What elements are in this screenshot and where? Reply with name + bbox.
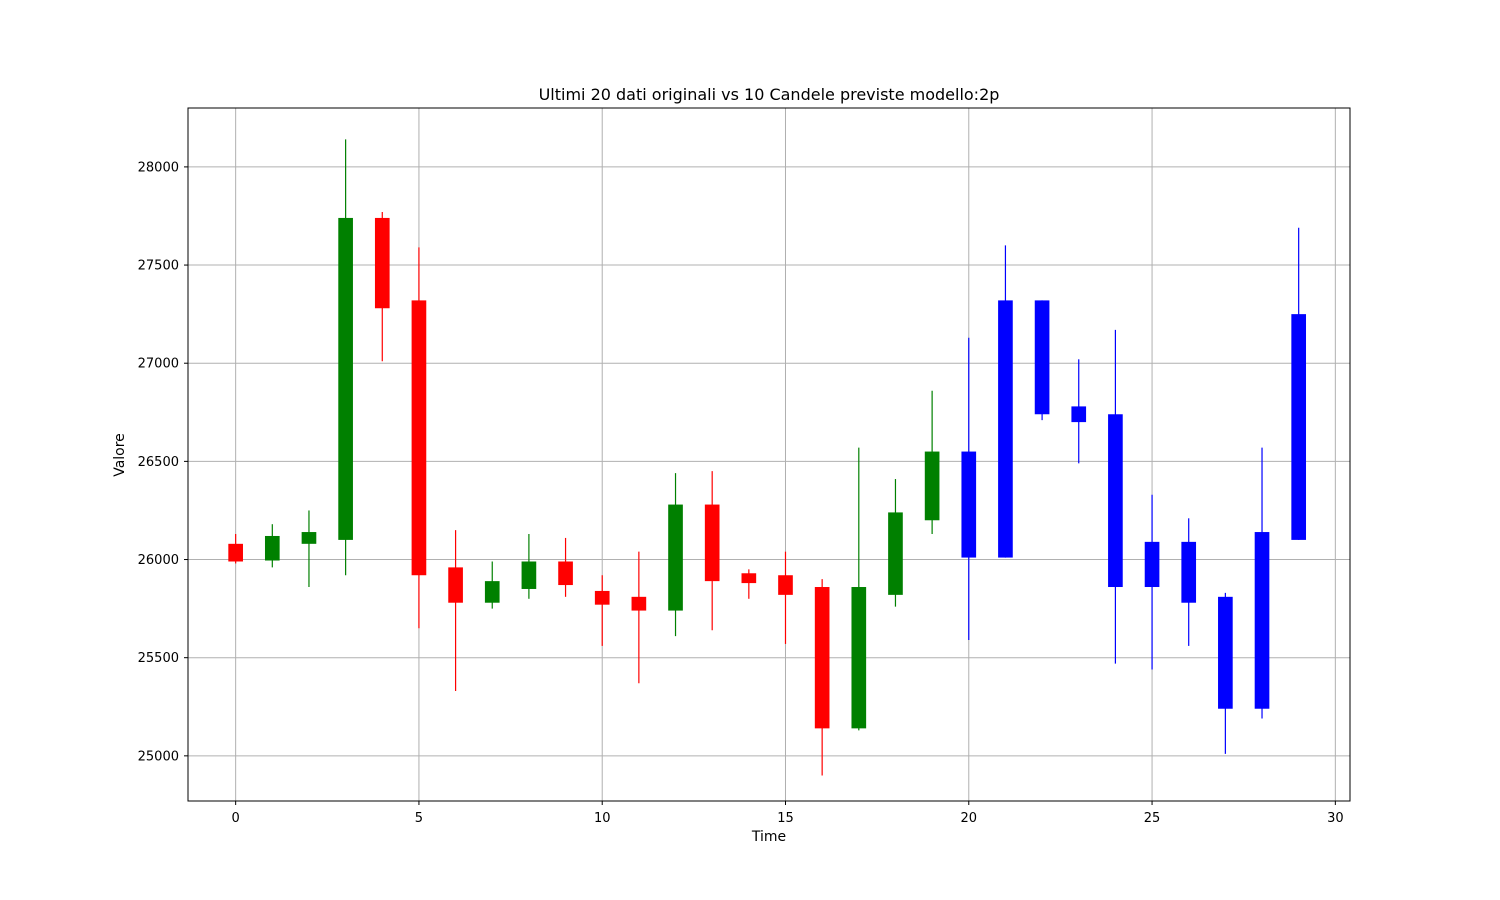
- forecast-candle: [961, 337, 977, 641]
- chart-title: Ultimi 20 dati originali vs 10 Candele p…: [539, 85, 1000, 104]
- x-tick-label: 15: [777, 811, 794, 826]
- y-tick-label: 26500: [138, 455, 179, 470]
- candle-body: [1291, 314, 1307, 540]
- candle-body: [704, 504, 720, 582]
- forecast-candle: [1108, 329, 1123, 664]
- candle-body: [1071, 406, 1087, 423]
- candles: [228, 139, 1307, 776]
- plot-frame: [187, 107, 1351, 802]
- y-tick-label: 27500: [138, 259, 179, 274]
- candle-body: [448, 567, 463, 603]
- candle-body: [741, 573, 757, 584]
- y-tick-label: 25500: [138, 651, 179, 666]
- original-candle: [301, 510, 317, 588]
- original-candle: [631, 551, 647, 684]
- original-candle: [888, 479, 903, 607]
- candle-body: [228, 543, 243, 562]
- candle-body: [264, 535, 280, 561]
- original-candle: [374, 212, 390, 362]
- candle-body: [961, 451, 977, 558]
- x-tick-label: 20: [961, 811, 978, 826]
- original-candle: [814, 579, 830, 776]
- candle-body: [1254, 532, 1270, 709]
- candle-body: [851, 587, 867, 729]
- candle-body: [558, 561, 573, 586]
- candle-body: [301, 532, 317, 544]
- original-candle: [851, 447, 867, 731]
- x-tick-label: 10: [594, 811, 611, 826]
- candle-body: [998, 300, 1013, 558]
- candle-body: [1108, 414, 1123, 588]
- y-tick-label: 27000: [138, 357, 179, 372]
- candle-body: [631, 596, 647, 611]
- candle-body: [594, 590, 610, 605]
- candle-body: [1034, 300, 1050, 415]
- original-candle: [778, 551, 793, 644]
- y-axis-ticks: 25000 25500 26000 26500 27000 27500 28000: [138, 160, 188, 764]
- original-candle: [741, 569, 757, 599]
- forecast-candle: [1034, 300, 1050, 421]
- y-axis-title: Valore: [112, 433, 128, 477]
- forecast-candle: [1218, 592, 1233, 754]
- original-candle: [484, 561, 500, 609]
- y-tick-label: 28000: [138, 160, 179, 175]
- candle-body: [924, 451, 940, 521]
- candle-body: [814, 587, 830, 729]
- original-candle: [704, 471, 720, 631]
- x-axis-ticks: 0 5 10 15 20 25 30: [232, 801, 1344, 826]
- x-axis-title: Time: [751, 829, 786, 845]
- original-candle: [594, 575, 610, 646]
- y-tick-label: 25000: [138, 749, 179, 764]
- original-candle: [924, 390, 940, 535]
- candle-body: [1144, 541, 1160, 588]
- forecast-candle: [1181, 518, 1197, 646]
- original-candle: [521, 534, 537, 599]
- original-candle: [411, 247, 427, 629]
- candle-body: [1181, 541, 1197, 603]
- forecast-candle: [998, 245, 1013, 558]
- candle-body: [374, 217, 390, 309]
- candle-body: [888, 512, 903, 595]
- original-candle: [558, 537, 573, 597]
- y-tick-label: 26000: [138, 553, 179, 568]
- x-tick-label: 5: [415, 811, 423, 826]
- original-candle: [448, 530, 463, 692]
- forecast-candle: [1254, 447, 1270, 719]
- x-tick-label: 0: [232, 811, 240, 826]
- original-candle: [668, 473, 683, 637]
- original-candle: [264, 524, 280, 568]
- candle-body: [668, 504, 683, 611]
- forecast-candle: [1144, 494, 1160, 670]
- candle-body: [521, 561, 537, 589]
- forecast-candle: [1071, 359, 1087, 464]
- original-candle: [338, 139, 353, 576]
- original-candle: [228, 534, 243, 564]
- candle-body: [411, 300, 427, 576]
- candle-body: [778, 575, 793, 595]
- candle-body: [1218, 596, 1233, 709]
- x-tick-label: 30: [1327, 811, 1344, 826]
- candle-body: [338, 217, 353, 540]
- candle-body: [484, 581, 500, 603]
- forecast-candle: [1291, 227, 1307, 540]
- x-tick-label: 25: [1144, 811, 1161, 826]
